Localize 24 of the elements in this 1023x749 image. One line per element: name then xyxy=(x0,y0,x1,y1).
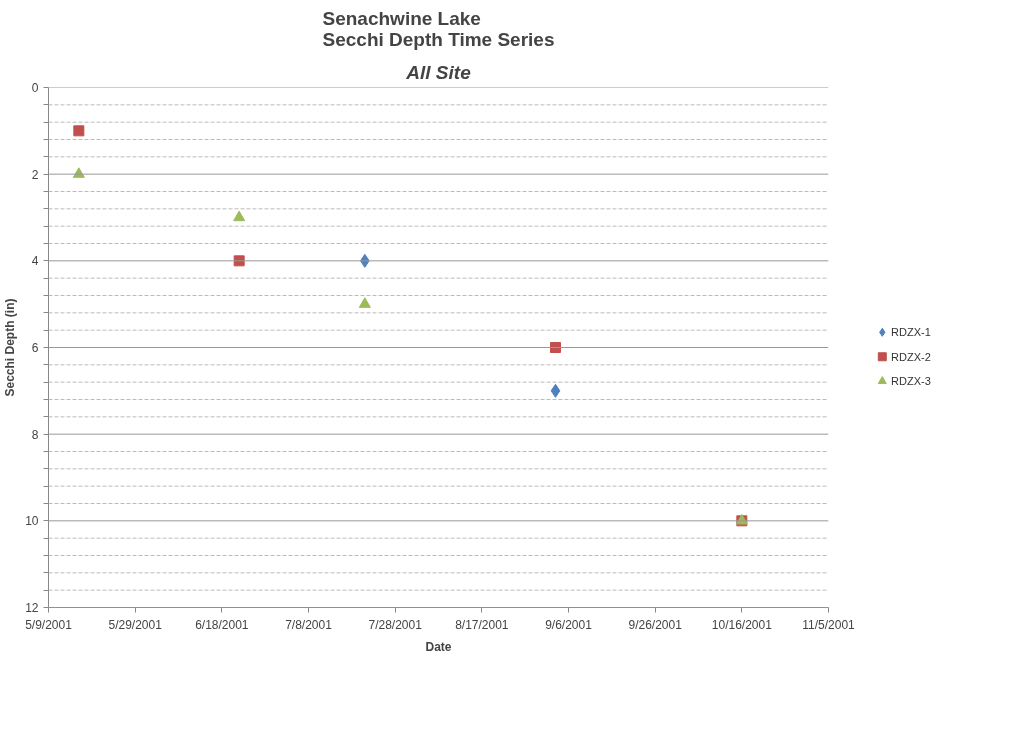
legend-label: RDZX-3 xyxy=(891,375,931,388)
x-tick-label: 7/28/2001 xyxy=(368,617,423,632)
x-tick-label: 8/17/2001 xyxy=(455,617,509,632)
x-tick-label: 10/16/2001 xyxy=(711,617,773,632)
y-tick-label: 0 xyxy=(31,81,39,95)
x-tick-label: 9/26/2001 xyxy=(628,617,683,632)
legend-label: RDZX-2 xyxy=(891,350,931,363)
x-tick-label: 5/9/2001 xyxy=(25,617,73,632)
y-tick-label: 4 xyxy=(31,254,39,269)
y-tick-label: 8 xyxy=(31,427,39,442)
x-tick-label: 7/8/2001 xyxy=(285,617,333,632)
chart-subtitle: All Site xyxy=(405,61,472,83)
y-tick-label: 12 xyxy=(25,601,39,615)
x-tick-label: 5/29/2001 xyxy=(108,617,163,632)
y-tick-label: 2 xyxy=(31,167,39,182)
chart-title: Senachwine Lake Secchi Depth Time Series xyxy=(322,7,555,50)
x-tick-label: 11/5/2001 xyxy=(802,617,856,632)
x-tick-label: 9/6/2001 xyxy=(545,617,593,632)
x-tick-label: 6/18/2001 xyxy=(195,617,249,632)
y-tick-label: 6 xyxy=(31,341,39,355)
x-axis-title: Date xyxy=(425,639,452,654)
y-axis-title: Secchi Depth (in) xyxy=(3,298,18,397)
legend-label: RDZX-1 xyxy=(891,326,931,339)
y-tick-label: 10 xyxy=(25,514,39,529)
